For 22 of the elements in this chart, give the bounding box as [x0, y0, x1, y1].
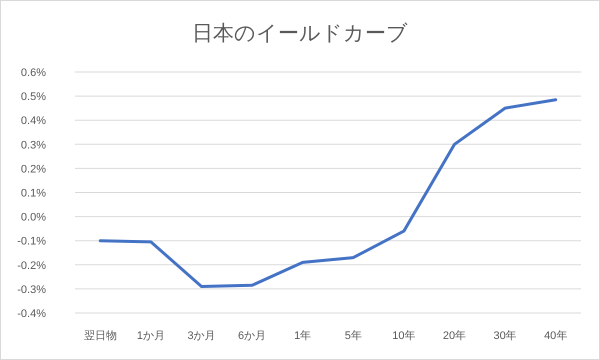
y-tick-label: -0.2%	[17, 260, 46, 272]
x-tick-label: 40年	[544, 330, 568, 342]
x-tick-label: 翌日物	[84, 330, 117, 342]
y-tick-label: 0.6%	[20, 67, 46, 79]
y-tick-label: 0.2%	[20, 163, 46, 176]
y-tick-label: 0.1%	[20, 188, 46, 200]
y-tick-label: -0.1%	[17, 236, 46, 248]
x-tick-label: 5年	[344, 330, 362, 342]
x-tick-label: 3か月	[187, 330, 216, 342]
y-tick-label: -0.3%	[17, 284, 46, 296]
y-tick-label: 0.3%	[20, 139, 46, 152]
x-tick-label: 6か月	[238, 330, 266, 342]
title: 日本のイールドカーブ	[192, 22, 408, 45]
x-tick-label: 1か月	[136, 330, 165, 342]
y-tick-label: 0.5%	[20, 91, 46, 104]
x-tick-label: 30年	[493, 330, 517, 342]
y-tick-label: -0.4%	[17, 308, 46, 320]
x-tick-label: 20年	[442, 330, 466, 342]
y-tick-label: 0.4%	[20, 115, 46, 128]
x-tick-label: 1年	[294, 330, 312, 342]
x-tick-label: 10年	[392, 330, 416, 342]
y-tick-label: 0.0%	[20, 212, 46, 224]
